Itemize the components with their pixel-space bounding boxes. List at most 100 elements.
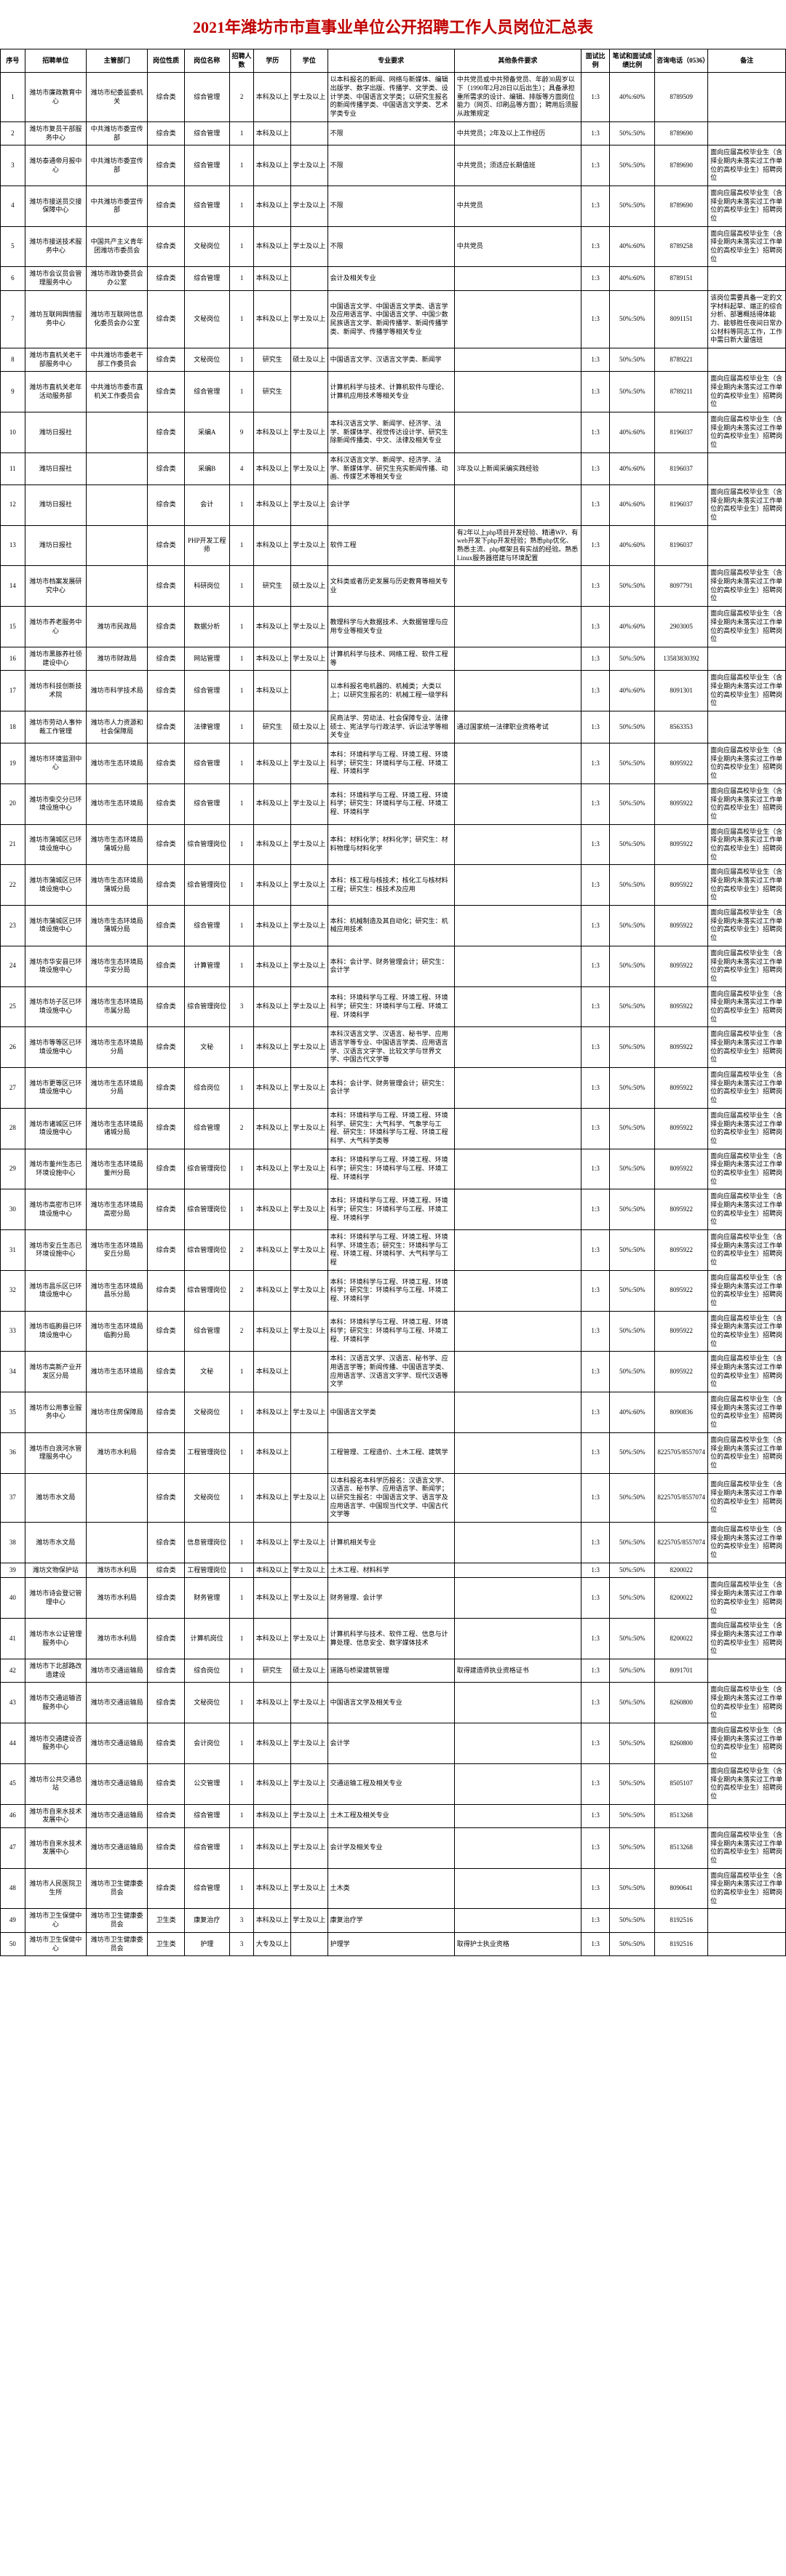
cell-phone: 8090641	[655, 1868, 708, 1909]
cell-seq: 14	[1, 566, 25, 607]
cell-phone: 8095922	[655, 1068, 708, 1109]
header-degree: 学位	[291, 49, 328, 73]
cell-major: 本科：会计学、财务管理会计；研究生：会计学	[328, 1068, 454, 1109]
header-dept: 主管部门	[87, 49, 148, 73]
cell-phone: 8091301	[655, 671, 708, 711]
cell-posname: 综合管理岗位	[184, 865, 229, 906]
cell-score: 50%:50%	[610, 1827, 655, 1868]
table-row: 35潍坊市公用事业服务中心潍坊市住房保障局综合类文秘岗位1本科及以上学士及以上中…	[1, 1392, 786, 1433]
header-edu: 学历	[254, 49, 291, 73]
table-row: 41潍坊市水公证管理服务中心潍坊市水利局综合类计算机岗位1本科及以上学士及以上计…	[1, 1619, 786, 1659]
cell-dept	[87, 412, 148, 453]
cell-degree: 学士及以上	[291, 1578, 328, 1619]
cell-other	[454, 1230, 581, 1271]
cell-posname: 综合管理岗位	[184, 824, 229, 865]
cell-type: 综合类	[148, 946, 185, 986]
table-row: 5潍坊市接送技术服务中心中国共产主义青年团潍坊市委员会综合类文秘岗位1本科及以上…	[1, 226, 786, 267]
cell-num: 1	[229, 1868, 254, 1909]
cell-unit: 潍坊文物保护站	[25, 1563, 86, 1578]
cell-edu: 本科及以上	[254, 1392, 291, 1433]
cell-type: 综合类	[148, 1108, 185, 1149]
cell-edu: 本科及以上	[254, 1683, 291, 1723]
cell-seq: 42	[1, 1659, 25, 1682]
cell-score: 50%:50%	[610, 1578, 655, 1619]
cell-major: 会计学及相关专业	[328, 1827, 454, 1868]
cell-dept: 潍坊市交通运输局	[87, 1683, 148, 1723]
cell-degree: 学士及以上	[291, 647, 328, 670]
cell-num: 1	[229, 290, 254, 348]
cell-score: 50%:50%	[610, 783, 655, 824]
cell-unit: 潍坊市档案发展研究中心	[25, 566, 86, 607]
table-row: 3潍坊泰通帝月报中心中共潍坊市委宣传部综合类综合管理1本科及以上学士及以上不限中…	[1, 145, 786, 186]
cell-seq: 47	[1, 1827, 25, 1868]
cell-other: 中共党员	[454, 226, 581, 267]
cell-ratio: 1:3	[581, 1270, 609, 1311]
cell-edu: 本科及以上	[254, 1311, 291, 1352]
cell-other	[454, 1473, 581, 1522]
cell-remark: 面向应届高校毕业生（含择业期内未落实过工作单位的高校毕业生）招聘岗位	[708, 1868, 786, 1909]
cell-degree: 硕士及以上	[291, 1659, 328, 1682]
cell-num: 1	[229, 1723, 254, 1764]
cell-num: 1	[229, 1659, 254, 1682]
cell-dept	[87, 452, 148, 485]
cell-other	[454, 946, 581, 986]
cell-major: 会计学	[328, 1723, 454, 1764]
cell-major: 护理学	[328, 1932, 454, 1955]
cell-major: 会计及相关专业	[328, 267, 454, 290]
cell-dept: 潍坊市生态环境局分局	[87, 1027, 148, 1068]
cell-edu: 本科及以上	[254, 412, 291, 453]
cell-type: 综合类	[148, 525, 185, 566]
cell-num: 1	[229, 1392, 254, 1433]
cell-unit: 潍坊市廉政教育中心	[25, 73, 86, 121]
cell-posname: 综合管理	[184, 783, 229, 824]
cell-unit: 潍坊市科技创新技术院	[25, 671, 86, 711]
cell-type: 综合类	[148, 1230, 185, 1271]
cell-unit: 潍坊日报社	[25, 412, 86, 453]
cell-phone: 8095922	[655, 1230, 708, 1271]
cell-type: 综合类	[148, 647, 185, 670]
cell-type: 综合类	[148, 1189, 185, 1230]
cell-phone: 8192516	[655, 1932, 708, 1955]
cell-unit: 潍坊市复员干部服务中心	[25, 121, 86, 145]
cell-other	[454, 1432, 581, 1473]
cell-degree: 学士及以上	[291, 906, 328, 946]
cell-seq: 32	[1, 1270, 25, 1311]
cell-dept: 潍坊市卫生健康委员会	[87, 1868, 148, 1909]
cell-major: 计算机科学与技术、计算机软件与理论、计算机应用技术等相关专业	[328, 372, 454, 412]
cell-dept: 潍坊市生态环境局蒲城分局	[87, 824, 148, 865]
cell-ratio: 1:3	[581, 1804, 609, 1827]
cell-major: 本科：环境科学与工程、环境工程、环境科学；研究生：环境科学与工程、环境工程、环境…	[328, 783, 454, 824]
cell-num: 9	[229, 412, 254, 453]
cell-type: 综合类	[148, 1868, 185, 1909]
cell-degree: 学士及以上	[291, 145, 328, 186]
cell-seq: 38	[1, 1523, 25, 1563]
cell-remark	[708, 73, 786, 121]
cell-num: 1	[229, 186, 254, 226]
cell-edu: 研究生	[254, 348, 291, 371]
cell-dept: 潍坊市交通运输局	[87, 1804, 148, 1827]
cell-ratio: 1:3	[581, 372, 609, 412]
cell-unit: 潍坊市自来水技术发展中心	[25, 1827, 86, 1868]
cell-ratio: 1:3	[581, 1432, 609, 1473]
table-row: 46潍坊市自来水技术发展中心潍坊市交通运输局综合类综合管理1本科及以上学士及以上…	[1, 1804, 786, 1827]
cell-type: 综合类	[148, 1270, 185, 1311]
cell-dept: 潍坊市住房保障局	[87, 1392, 148, 1433]
cell-degree: 学士及以上	[291, 226, 328, 267]
cell-phone: 8095922	[655, 1189, 708, 1230]
cell-edu: 本科及以上	[254, 1270, 291, 1311]
cell-posname: 综合管理	[184, 1804, 229, 1827]
cell-edu: 本科及以上	[254, 485, 291, 525]
table-row: 21潍坊市蒲城区已环境设施中心潍坊市生态环境局蒲城分局综合类综合管理岗位1本科及…	[1, 824, 786, 865]
cell-type: 综合类	[148, 1723, 185, 1764]
cell-dept: 中共潍坊市委宣传部	[87, 145, 148, 186]
cell-phone: 8095922	[655, 1108, 708, 1149]
cell-unit: 潍坊市会议员会管理服务中心	[25, 267, 86, 290]
cell-posname: 计算管理	[184, 946, 229, 986]
header-num: 招聘人数	[229, 49, 254, 73]
cell-ratio: 1:3	[581, 1827, 609, 1868]
cell-unit: 潍坊市公共交通总站	[25, 1763, 86, 1804]
cell-other	[454, 485, 581, 525]
cell-ratio: 1:3	[581, 1352, 609, 1392]
cell-dept: 中共潍坊市委宣传部	[87, 186, 148, 226]
cell-edu: 本科及以上	[254, 1473, 291, 1522]
